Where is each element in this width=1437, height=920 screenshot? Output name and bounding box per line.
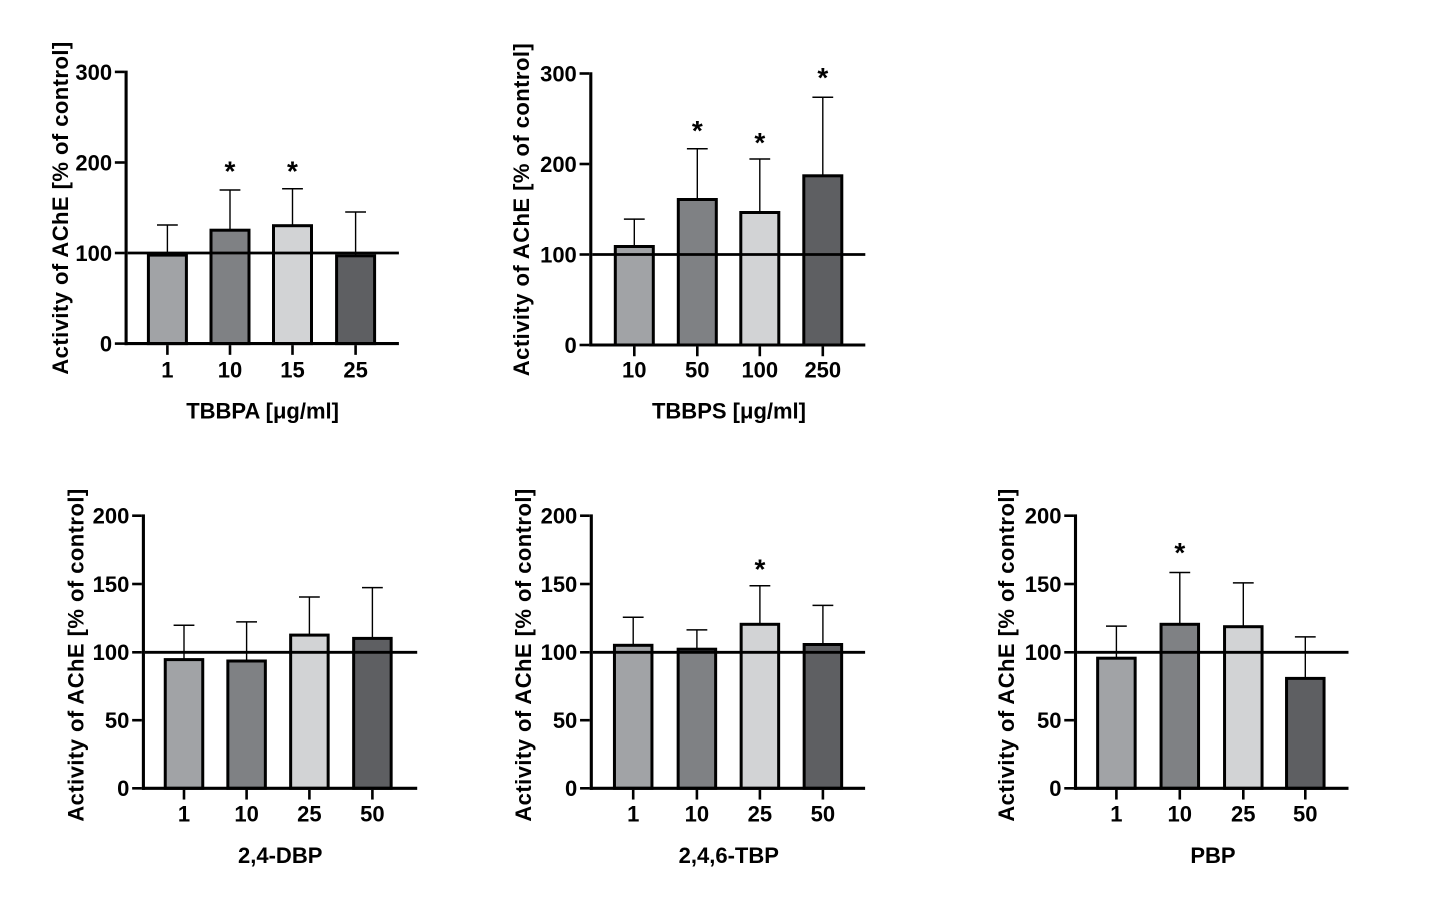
svg-text:10: 10 xyxy=(1168,801,1192,826)
svg-text:100: 100 xyxy=(75,241,112,266)
svg-text:Activity of AChE [% of control: Activity of AChE [% of control] xyxy=(63,488,88,821)
svg-text:10: 10 xyxy=(685,801,709,826)
svg-text:200: 200 xyxy=(75,150,112,175)
svg-text:*: * xyxy=(287,156,298,187)
svg-text:*: * xyxy=(225,156,236,187)
svg-text:100: 100 xyxy=(540,242,577,267)
svg-text:150: 150 xyxy=(541,572,578,597)
svg-text:1: 1 xyxy=(627,801,639,826)
svg-text:25: 25 xyxy=(297,801,321,826)
svg-text:50: 50 xyxy=(360,801,384,826)
svg-text:PBP: PBP xyxy=(1190,843,1235,868)
svg-text:0: 0 xyxy=(565,776,577,801)
svg-text:50: 50 xyxy=(105,708,129,733)
svg-text:50: 50 xyxy=(811,801,835,826)
svg-text:200: 200 xyxy=(541,504,578,529)
svg-text:*: * xyxy=(754,554,765,585)
svg-text:25: 25 xyxy=(343,358,367,383)
svg-text:Activity of AChE [% of control: Activity of AChE [% of control] xyxy=(511,488,536,821)
svg-text:10: 10 xyxy=(218,358,242,383)
svg-text:25: 25 xyxy=(748,801,772,826)
svg-text:300: 300 xyxy=(75,60,112,85)
svg-text:200: 200 xyxy=(540,152,577,177)
svg-text:2,4,6-TBP: 2,4,6-TBP xyxy=(679,843,779,868)
svg-text:0: 0 xyxy=(1049,776,1061,801)
svg-text:0: 0 xyxy=(100,332,112,357)
svg-text:100: 100 xyxy=(1025,640,1062,665)
svg-text:150: 150 xyxy=(93,572,130,597)
svg-text:100: 100 xyxy=(741,358,778,383)
svg-text:100: 100 xyxy=(93,640,130,665)
svg-text:*: * xyxy=(817,62,828,93)
svg-text:50: 50 xyxy=(1293,801,1317,826)
svg-text:0: 0 xyxy=(565,333,577,358)
svg-text:300: 300 xyxy=(540,61,577,86)
svg-text:10: 10 xyxy=(622,358,646,383)
svg-text:Activity of AChE [% of control: Activity of AChE [% of control] xyxy=(509,43,534,376)
svg-text:TBBPS [μg/ml]: TBBPS [μg/ml] xyxy=(652,398,806,423)
svg-text:1: 1 xyxy=(178,801,190,826)
svg-text:250: 250 xyxy=(804,358,841,383)
svg-text:*: * xyxy=(692,115,703,146)
svg-text:50: 50 xyxy=(685,358,709,383)
svg-text:15: 15 xyxy=(280,358,304,383)
svg-text:200: 200 xyxy=(93,504,130,529)
svg-text:*: * xyxy=(754,127,765,158)
svg-text:50: 50 xyxy=(1037,708,1061,733)
svg-text:0: 0 xyxy=(117,776,129,801)
svg-text:1: 1 xyxy=(1110,801,1122,826)
svg-text:2,4-DBP: 2,4-DBP xyxy=(238,843,322,868)
svg-text:100: 100 xyxy=(541,640,578,665)
svg-text:1: 1 xyxy=(161,358,173,383)
svg-text:200: 200 xyxy=(1025,504,1062,529)
svg-text:50: 50 xyxy=(553,708,577,733)
svg-text:*: * xyxy=(1174,537,1185,568)
svg-text:Activity of AChE [% of control: Activity of AChE [% of control] xyxy=(994,488,1019,821)
svg-text:10: 10 xyxy=(234,801,258,826)
svg-text:25: 25 xyxy=(1231,801,1255,826)
svg-text:TBBPA [μg/ml]: TBBPA [μg/ml] xyxy=(186,398,339,423)
svg-text:150: 150 xyxy=(1025,572,1062,597)
svg-text:Activity of AChE [% of control: Activity of AChE [% of control] xyxy=(48,41,73,374)
